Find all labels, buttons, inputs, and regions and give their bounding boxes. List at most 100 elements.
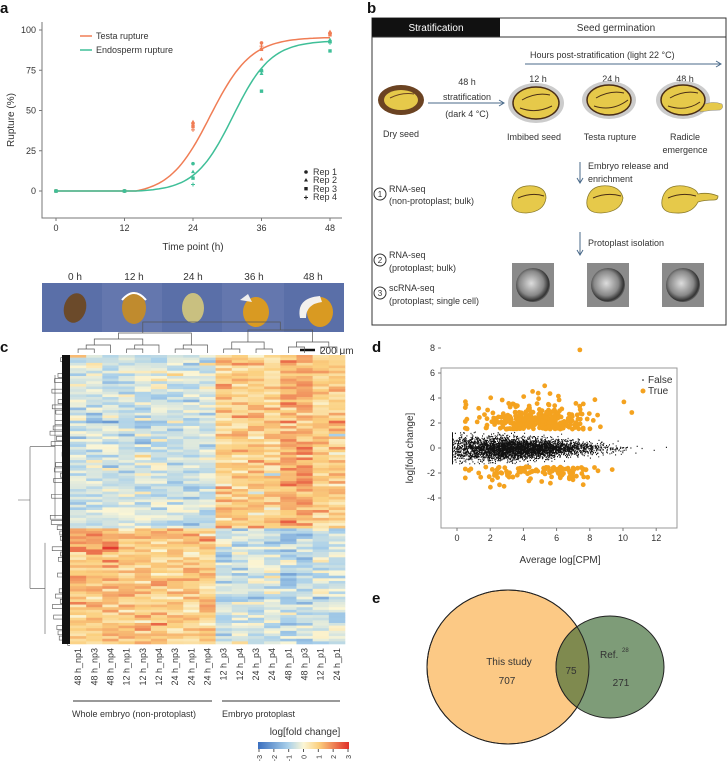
heatmap-cell bbox=[102, 454, 119, 458]
heatmap-cell bbox=[247, 528, 265, 532]
heatmap-cell bbox=[247, 397, 265, 400]
heatmap-cell bbox=[102, 599, 119, 603]
heatmap-cell bbox=[264, 557, 281, 561]
heatmap-cell bbox=[150, 594, 168, 598]
heatmap-cell bbox=[231, 538, 249, 542]
heatmap-cell bbox=[296, 591, 313, 595]
heatmap-cell bbox=[183, 378, 200, 382]
heatmap-cell bbox=[86, 486, 103, 490]
heatmap-cell bbox=[215, 528, 233, 532]
heatmap-cell bbox=[183, 460, 200, 464]
colorbar-tick-label: 3 bbox=[346, 755, 353, 759]
heatmap-cell bbox=[280, 425, 297, 429]
heatmap-cell bbox=[134, 586, 152, 590]
heatmap-cell bbox=[215, 591, 233, 595]
heatmap-cell bbox=[118, 609, 136, 613]
heatmap-cell bbox=[70, 496, 87, 500]
heatmap-cell bbox=[86, 383, 103, 387]
heatmap-cell bbox=[312, 633, 330, 637]
heatmap-cell bbox=[183, 615, 200, 619]
heatmap-cell bbox=[118, 483, 136, 487]
heatmap-cell bbox=[247, 544, 265, 548]
heatmap-cell bbox=[199, 636, 216, 640]
heatmap-cell bbox=[86, 446, 103, 450]
heatmap-cell bbox=[199, 475, 216, 479]
heatmap-cell bbox=[86, 533, 103, 537]
heatmap-cell bbox=[134, 494, 152, 498]
heatmap-cell bbox=[134, 504, 152, 508]
heatmap-cell bbox=[264, 473, 281, 477]
heatmap-cell bbox=[70, 544, 87, 548]
heatmap-cell bbox=[247, 368, 265, 372]
heatmap-cell bbox=[167, 591, 184, 595]
legend-false-marker bbox=[642, 379, 644, 381]
true-point bbox=[462, 475, 468, 481]
heatmap-cell bbox=[199, 378, 216, 382]
heatmap-cell bbox=[328, 620, 346, 624]
heatmap-cell bbox=[312, 496, 330, 500]
true-point bbox=[515, 466, 521, 471]
true-point bbox=[516, 417, 522, 422]
heatmap-cell bbox=[102, 420, 119, 424]
heatmap-cell bbox=[134, 609, 152, 613]
heatmap-cell bbox=[280, 520, 297, 524]
panel-label: a bbox=[0, 0, 9, 17]
heatmap-cell bbox=[231, 473, 249, 477]
heatmap-cell bbox=[328, 439, 346, 442]
heatmap-cell bbox=[312, 355, 330, 358]
heatmap-cell bbox=[312, 544, 330, 548]
heatmap-cell bbox=[312, 607, 330, 611]
heatmap-cell bbox=[86, 554, 103, 558]
heatmap-cell bbox=[102, 612, 119, 616]
heatmap-cell bbox=[118, 633, 136, 637]
heatmap-cell bbox=[150, 638, 168, 642]
column-labels: 48 h_np1 48 h_np3 48 h_np4 12 h_np1 12 h_np3… bbox=[73, 648, 342, 686]
heatmap-cell bbox=[199, 541, 216, 545]
heatmap-cell bbox=[312, 502, 330, 506]
heatmap-cell bbox=[231, 502, 249, 506]
heatmap-cell bbox=[199, 446, 216, 450]
heatmap-cell bbox=[280, 467, 297, 471]
heatmap-cell bbox=[134, 615, 152, 619]
heatmap-cell bbox=[150, 549, 168, 553]
heatmap-cell bbox=[102, 465, 119, 469]
heatmap-cell bbox=[118, 418, 136, 421]
heatmap-cell bbox=[150, 462, 168, 466]
heatmap-cell bbox=[312, 407, 330, 411]
true-point bbox=[476, 405, 482, 411]
heatmap-cell bbox=[199, 383, 216, 387]
heatmap-cell bbox=[167, 499, 184, 503]
heatmap-cell bbox=[312, 441, 330, 445]
heatmap-cell bbox=[199, 607, 216, 611]
data-point bbox=[122, 189, 127, 193]
heatmap-cell bbox=[102, 407, 119, 411]
heatmap-cell bbox=[167, 525, 184, 529]
heatmap-cell bbox=[86, 638, 103, 642]
heatmap-cell bbox=[280, 494, 297, 498]
heatmap-cell bbox=[215, 612, 233, 616]
axes bbox=[41, 22, 342, 219]
heatmap-cell bbox=[102, 460, 119, 464]
heatmap-cell bbox=[231, 601, 249, 605]
heatmap-cell bbox=[280, 394, 297, 398]
heatmap-cell bbox=[280, 386, 297, 390]
true-point bbox=[542, 383, 548, 389]
heatmap-cell bbox=[86, 410, 103, 414]
heatmap-cell bbox=[167, 620, 184, 624]
heatmap-cell bbox=[296, 368, 313, 372]
heatmap-cell bbox=[247, 373, 265, 377]
heatmap-cell bbox=[231, 368, 249, 372]
heatmap-cell bbox=[199, 552, 216, 555]
heatmap-cell bbox=[102, 449, 119, 453]
heatmap-cell bbox=[296, 423, 313, 427]
heatmap-cell bbox=[70, 546, 87, 550]
heatmap-cell bbox=[296, 404, 313, 408]
heatmap-cell bbox=[247, 586, 265, 590]
heatmap-cell bbox=[167, 638, 184, 642]
heatmap-cell bbox=[118, 454, 136, 458]
heatmap-cell bbox=[247, 436, 265, 440]
heatmap-cell bbox=[296, 386, 313, 390]
dry-seed-label: Dry seed bbox=[383, 129, 419, 139]
heatmap-cell bbox=[328, 370, 346, 374]
heatmap-cell bbox=[70, 636, 87, 640]
